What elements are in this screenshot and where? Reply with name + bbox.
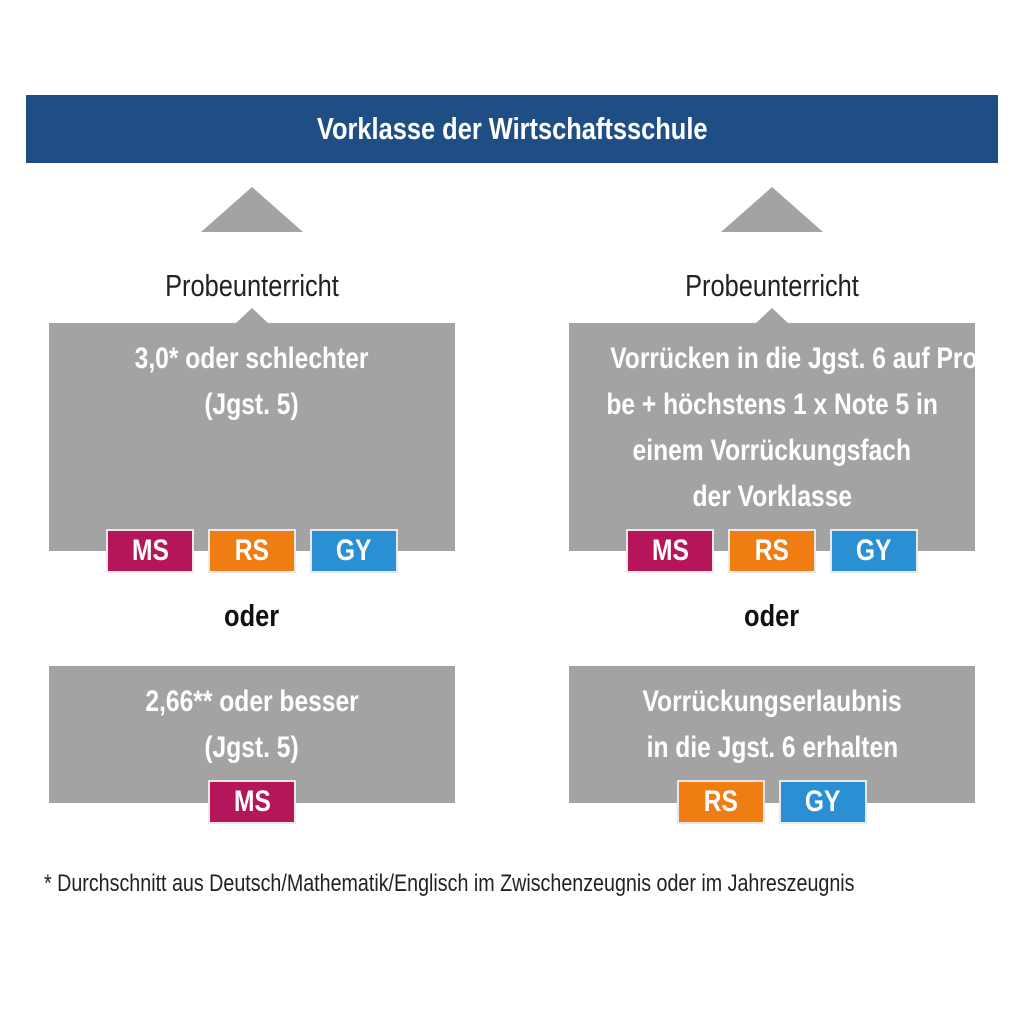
badge-label: MS [131,534,169,567]
badge: MS [106,529,194,573]
separator-text: oder [744,598,800,633]
arrow-label: Probeunterricht [569,268,975,304]
condition-box: Vorrückungserlaubnis in die Jgst. 6 erhal… [569,666,975,803]
box-line: einem Vorrückungsfach [569,428,975,474]
box-text: Vorrücken in die Jgst. 6 auf Pro- [610,342,975,375]
badge: RS [208,529,296,573]
box-text: be + höchstens 1 x Note 5 in [606,388,938,421]
badge: GY [310,529,398,573]
arrow-label-text: Probeunterricht [685,268,859,303]
box-line: (Jgst. 5) [49,725,455,771]
box-line: 3,0* oder schlechter [49,336,455,382]
box-text: Vorrückungserlaubnis [642,685,902,718]
pointer [756,308,788,323]
box-text: der Vorklasse [692,480,852,513]
condition-box: Vorrücken in die Jgst. 6 auf Pro-be + hö… [569,323,975,551]
separator: oder [569,598,975,634]
badge-label: RS [703,785,739,818]
pointer [236,308,268,323]
badge: RS [677,780,765,824]
box-line: be + höchstens 1 x Note 5 in [569,382,975,428]
box-line: Vorrücken in die Jgst. 6 auf Pro- [569,336,975,382]
badge: MS [208,780,296,824]
arrow-up [721,187,823,232]
box-text: 3,0* oder schlechter [135,342,369,375]
badge-label: MS [651,534,689,567]
separator-text: oder [224,598,280,633]
badge-label: GY [856,534,892,567]
badge: RS [728,529,816,573]
badge-label: GY [336,534,372,567]
badge-label: GY [805,785,841,818]
badge-label: RS [754,534,790,567]
box-text: einem Vorrückungsfach [632,434,912,467]
box-text: (Jgst. 5) [204,388,300,421]
badge-label: MS [233,785,271,818]
badge: GY [779,780,867,824]
box-line: in die Jgst. 6 erhalten [569,725,975,771]
arrow-label: Probeunterricht [49,268,455,304]
badge: MS [626,529,714,573]
box-text: 2,66** oder besser [145,685,359,718]
separator: oder [49,598,455,634]
arrow-up [201,187,303,232]
badge-label: RS [234,534,270,567]
box-line: 2,66** oder besser [49,679,455,725]
box-text: (Jgst. 5) [204,731,300,764]
box-text: in die Jgst. 6 erhalten [646,731,898,764]
footnote: * Durchschnitt aus Deutsch/Mathematik/En… [44,870,855,897]
condition-box: 3,0* oder schlechter (Jgst. 5) [49,323,455,551]
box-line: der Vorklasse [569,474,975,520]
box-line: (Jgst. 5) [49,382,455,428]
arrow-label-text: Probeunterricht [165,268,339,303]
header-bar: Vorklasse der Wirtschaftsschule [26,95,998,163]
badge: GY [830,529,918,573]
header-title: Vorklasse der Wirtschaftsschule [316,111,708,146]
box-line: Vorrückungserlaubnis [569,679,975,725]
